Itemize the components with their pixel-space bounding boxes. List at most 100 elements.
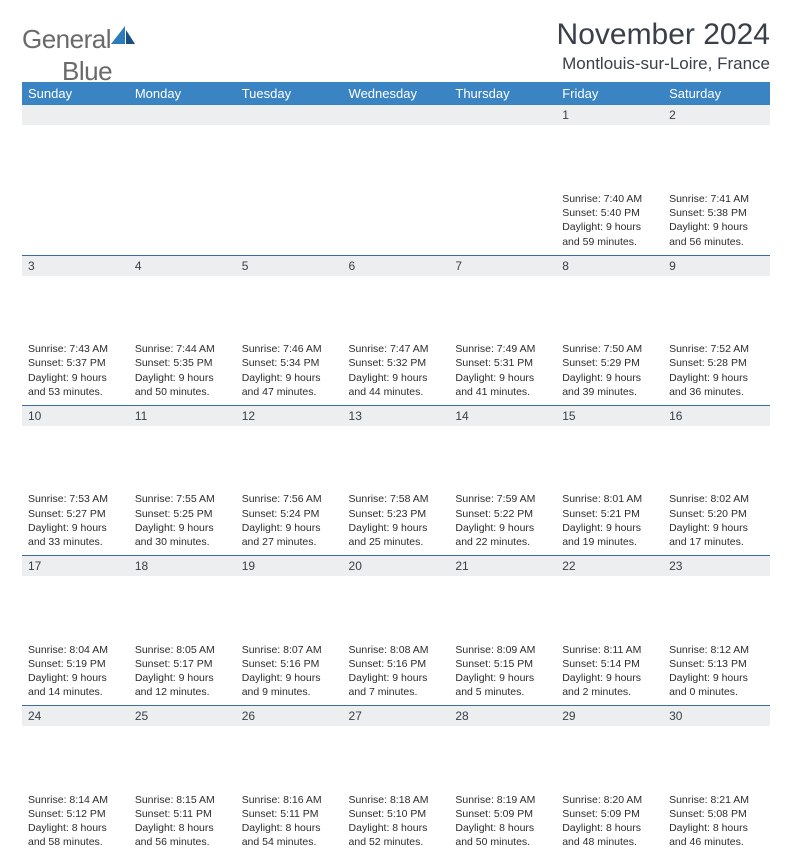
day-cell: Sunrise: 8:05 AMSunset: 5:17 PMDaylight:… [129, 640, 236, 706]
week-row: Sunrise: 8:04 AMSunset: 5:19 PMDaylight:… [22, 640, 770, 706]
daylight-text: Daylight: 9 hours and 59 minutes. [562, 220, 657, 248]
day-detail: Sunrise: 8:16 AMSunset: 5:11 PMDaylight:… [236, 790, 343, 855]
day-number: 1 [556, 105, 663, 125]
day-detail: Sunrise: 7:40 AMSunset: 5:40 PMDaylight:… [556, 189, 663, 255]
sunset-text: Sunset: 5:20 PM [669, 507, 764, 521]
day-cell-header: 18 [129, 556, 236, 640]
weekday-header: Thursday [449, 82, 556, 105]
day-cell [22, 189, 129, 255]
sunrise-text: Sunrise: 8:16 AM [242, 793, 337, 807]
day-detail: Sunrise: 8:08 AMSunset: 5:16 PMDaylight:… [343, 640, 450, 706]
day-detail: Sunrise: 7:53 AMSunset: 5:27 PMDaylight:… [22, 489, 129, 555]
sunrise-text: Sunrise: 7:53 AM [28, 492, 123, 506]
sunrise-text: Sunrise: 7:52 AM [669, 342, 764, 356]
sunrise-text: Sunrise: 8:09 AM [455, 643, 550, 657]
day-cell-header: 21 [449, 556, 556, 640]
logo-sail-icon [111, 26, 137, 46]
sunrise-text: Sunrise: 7:55 AM [135, 492, 230, 506]
day-cell-header: 29 [556, 706, 663, 790]
day-cell: Sunrise: 8:21 AMSunset: 5:08 PMDaylight:… [663, 790, 770, 855]
day-cell: Sunrise: 7:58 AMSunset: 5:23 PMDaylight:… [343, 489, 450, 555]
daylight-text: Daylight: 9 hours and 27 minutes. [242, 521, 337, 549]
daylight-text: Daylight: 9 hours and 33 minutes. [28, 521, 123, 549]
daylight-text: Daylight: 8 hours and 56 minutes. [135, 821, 230, 849]
sunrise-text: Sunrise: 8:07 AM [242, 643, 337, 657]
day-detail: Sunrise: 7:52 AMSunset: 5:28 PMDaylight:… [663, 339, 770, 405]
day-cell: Sunrise: 7:56 AMSunset: 5:24 PMDaylight:… [236, 489, 343, 555]
day-number [22, 105, 129, 125]
day-cell: Sunrise: 8:12 AMSunset: 5:13 PMDaylight:… [663, 640, 770, 706]
day-number: 5 [236, 256, 343, 276]
day-cell-header: 1 [556, 105, 663, 189]
sunset-text: Sunset: 5:08 PM [669, 807, 764, 821]
day-cell-header: 13 [343, 405, 450, 489]
day-cell [343, 189, 450, 255]
day-detail: Sunrise: 8:19 AMSunset: 5:09 PMDaylight:… [449, 790, 556, 855]
day-detail: Sunrise: 8:02 AMSunset: 5:20 PMDaylight:… [663, 489, 770, 555]
sunrise-text: Sunrise: 7:49 AM [455, 342, 550, 356]
day-cell-header: 30 [663, 706, 770, 790]
day-cell-header: 7 [449, 255, 556, 339]
sunset-text: Sunset: 5:27 PM [28, 507, 123, 521]
day-cell-header: 11 [129, 405, 236, 489]
sunset-text: Sunset: 5:13 PM [669, 657, 764, 671]
day-cell-header [22, 105, 129, 189]
week-row: Sunrise: 8:14 AMSunset: 5:12 PMDaylight:… [22, 790, 770, 855]
day-cell: Sunrise: 7:49 AMSunset: 5:31 PMDaylight:… [449, 339, 556, 405]
day-cell-header [129, 105, 236, 189]
sunrise-text: Sunrise: 7:50 AM [562, 342, 657, 356]
day-number: 24 [22, 706, 129, 726]
sunset-text: Sunset: 5:23 PM [349, 507, 444, 521]
daylight-text: Daylight: 9 hours and 36 minutes. [669, 371, 764, 399]
day-number: 11 [129, 406, 236, 426]
sunset-text: Sunset: 5:28 PM [669, 356, 764, 370]
day-cell-header: 3 [22, 255, 129, 339]
calendar-page: General November 2024 Montlouis-sur-Loir… [0, 0, 792, 855]
day-number: 8 [556, 256, 663, 276]
day-cell: Sunrise: 8:11 AMSunset: 5:14 PMDaylight:… [556, 640, 663, 706]
day-number: 22 [556, 556, 663, 576]
day-cell: Sunrise: 7:50 AMSunset: 5:29 PMDaylight:… [556, 339, 663, 405]
day-cell: Sunrise: 7:44 AMSunset: 5:35 PMDaylight:… [129, 339, 236, 405]
sunset-text: Sunset: 5:22 PM [455, 507, 550, 521]
sunset-text: Sunset: 5:12 PM [28, 807, 123, 821]
day-cell: Sunrise: 7:40 AMSunset: 5:40 PMDaylight:… [556, 189, 663, 255]
day-number: 19 [236, 556, 343, 576]
day-number: 10 [22, 406, 129, 426]
sunset-text: Sunset: 5:37 PM [28, 356, 123, 370]
day-cell-header: 28 [449, 706, 556, 790]
day-number: 23 [663, 556, 770, 576]
day-cell: Sunrise: 8:08 AMSunset: 5:16 PMDaylight:… [343, 640, 450, 706]
day-number: 6 [343, 256, 450, 276]
day-number: 20 [343, 556, 450, 576]
daynum-row: 3456789 [22, 255, 770, 339]
sunset-text: Sunset: 5:19 PM [28, 657, 123, 671]
day-cell-header: 20 [343, 556, 450, 640]
day-number: 7 [449, 256, 556, 276]
sunset-text: Sunset: 5:38 PM [669, 206, 764, 220]
daylight-text: Daylight: 9 hours and 56 minutes. [669, 220, 764, 248]
day-cell: Sunrise: 8:14 AMSunset: 5:12 PMDaylight:… [22, 790, 129, 855]
day-detail: Sunrise: 7:44 AMSunset: 5:35 PMDaylight:… [129, 339, 236, 405]
day-cell-header [343, 105, 450, 189]
day-cell: Sunrise: 7:55 AMSunset: 5:25 PMDaylight:… [129, 489, 236, 555]
sunrise-text: Sunrise: 8:21 AM [669, 793, 764, 807]
sunrise-text: Sunrise: 8:15 AM [135, 793, 230, 807]
day-cell: Sunrise: 8:01 AMSunset: 5:21 PMDaylight:… [556, 489, 663, 555]
day-cell: Sunrise: 8:15 AMSunset: 5:11 PMDaylight:… [129, 790, 236, 855]
location: Montlouis-sur-Loire, France [557, 54, 770, 74]
sunset-text: Sunset: 5:34 PM [242, 356, 337, 370]
sunset-text: Sunset: 5:16 PM [242, 657, 337, 671]
daylight-text: Daylight: 9 hours and 9 minutes. [242, 671, 337, 699]
day-cell: Sunrise: 8:09 AMSunset: 5:15 PMDaylight:… [449, 640, 556, 706]
day-number [236, 105, 343, 125]
daylight-text: Daylight: 8 hours and 50 minutes. [455, 821, 550, 849]
sunset-text: Sunset: 5:10 PM [349, 807, 444, 821]
day-detail: Sunrise: 8:14 AMSunset: 5:12 PMDaylight:… [22, 790, 129, 855]
daylight-text: Daylight: 9 hours and 39 minutes. [562, 371, 657, 399]
weekday-header-row: Sunday Monday Tuesday Wednesday Thursday… [22, 82, 770, 105]
daylight-text: Daylight: 9 hours and 53 minutes. [28, 371, 123, 399]
sunrise-text: Sunrise: 8:18 AM [349, 793, 444, 807]
sunrise-text: Sunrise: 8:11 AM [562, 643, 657, 657]
daylight-text: Daylight: 9 hours and 14 minutes. [28, 671, 123, 699]
